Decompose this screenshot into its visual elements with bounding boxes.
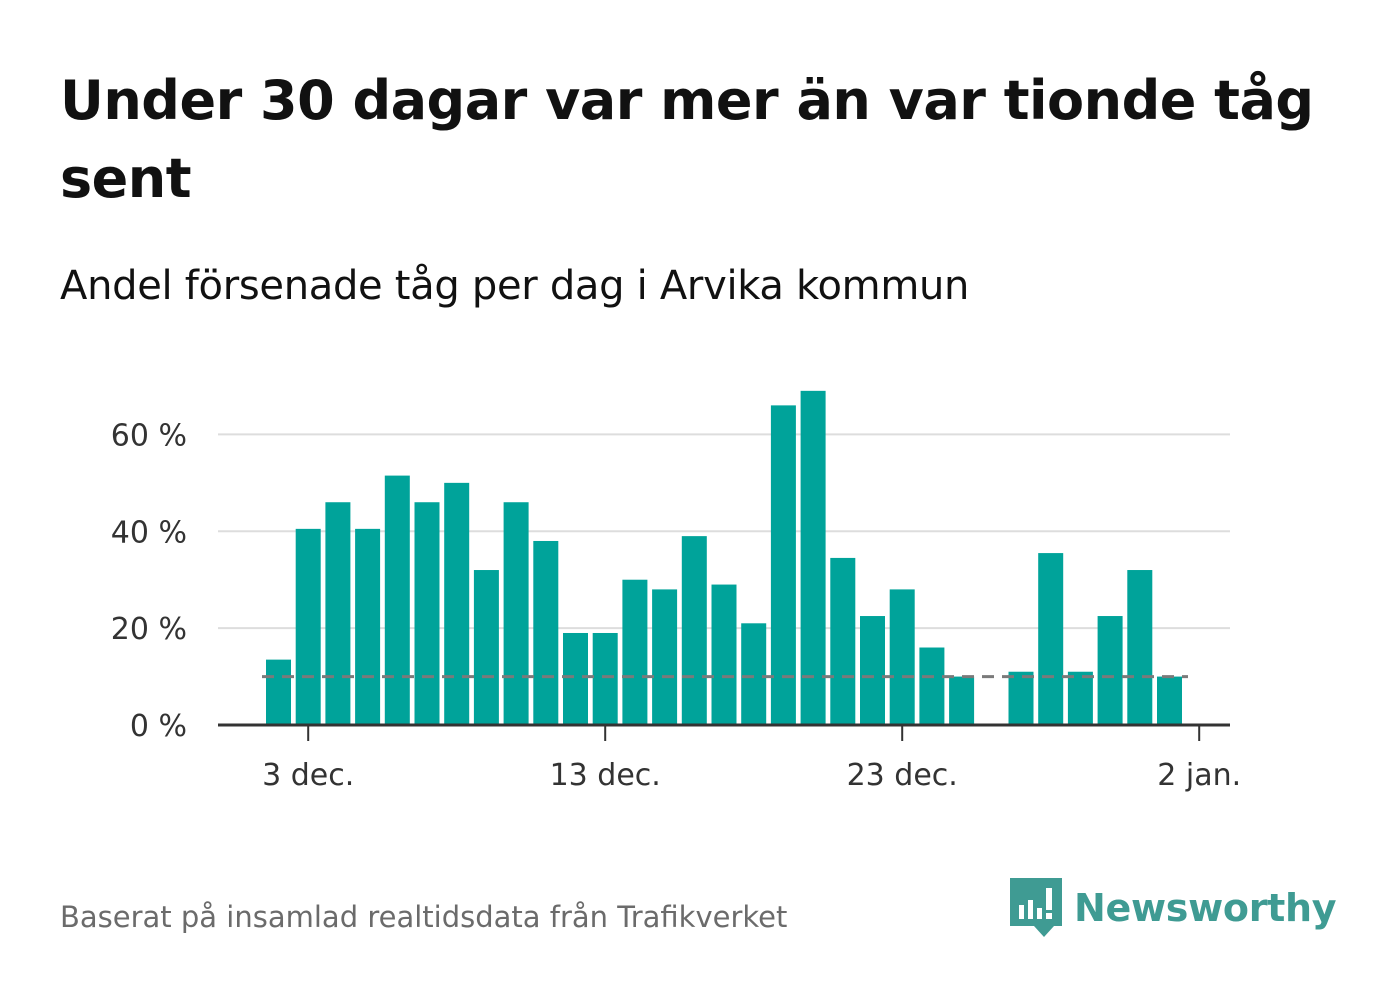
bar bbox=[473, 570, 499, 725]
bar bbox=[1067, 671, 1093, 725]
bar bbox=[444, 482, 470, 725]
bar bbox=[622, 579, 648, 725]
source-note: Baserat på insamlad realtidsdata från Tr… bbox=[60, 900, 788, 934]
bar bbox=[949, 676, 975, 725]
bar bbox=[325, 502, 351, 725]
x-tick-label: 2 jan. bbox=[1157, 758, 1241, 793]
bar bbox=[414, 502, 440, 725]
newsworthy-logo-icon bbox=[1010, 878, 1062, 937]
bar bbox=[384, 475, 410, 725]
bar bbox=[1038, 553, 1064, 725]
bar bbox=[681, 536, 707, 725]
bar bbox=[503, 502, 529, 725]
y-axis-tick-labels: 0 % 20 % 40 % 60 % bbox=[111, 418, 187, 744]
bar bbox=[741, 623, 767, 725]
bar bbox=[770, 405, 796, 725]
bar bbox=[1157, 676, 1182, 725]
chart-subtitle: Andel försenade tåg per dag i Arvika kom… bbox=[60, 263, 970, 309]
bar bbox=[830, 557, 856, 725]
bar bbox=[355, 528, 381, 725]
bar bbox=[1127, 570, 1153, 725]
bar bbox=[711, 584, 737, 725]
bar bbox=[592, 632, 618, 725]
bar bbox=[919, 647, 945, 725]
chart-title: Under 30 dagar var mer än var tionde tåg… bbox=[60, 69, 1314, 210]
x-tick-label: 13 dec. bbox=[550, 758, 661, 793]
x-tick-label: 3 dec. bbox=[262, 758, 354, 793]
x-tick-label: 23 dec. bbox=[847, 758, 958, 793]
bar-chart: 0 % 20 % 40 % 60 % 3 dec. 13 dec. 23 dec. 2 ja… bbox=[111, 390, 1241, 793]
bar bbox=[1008, 671, 1034, 725]
brand-name: Newsworthy bbox=[1074, 886, 1337, 930]
bar bbox=[800, 390, 826, 725]
bar bbox=[295, 528, 321, 725]
y-tick-label: 40 % bbox=[111, 515, 187, 550]
bar bbox=[652, 589, 678, 725]
bar bbox=[533, 540, 559, 725]
bar bbox=[1097, 616, 1123, 725]
bar bbox=[563, 632, 588, 725]
bars bbox=[266, 390, 1182, 725]
y-tick-label: 20 % bbox=[111, 612, 187, 647]
bar bbox=[266, 659, 291, 725]
x-axis: 3 dec. 13 dec. 23 dec. 2 jan. bbox=[218, 723, 1241, 793]
y-tick-label: 0 % bbox=[130, 709, 187, 744]
bar bbox=[889, 589, 915, 725]
bar bbox=[860, 616, 885, 725]
y-tick-label: 60 % bbox=[111, 418, 187, 453]
brand-logo: Newsworthy bbox=[1010, 878, 1337, 938]
